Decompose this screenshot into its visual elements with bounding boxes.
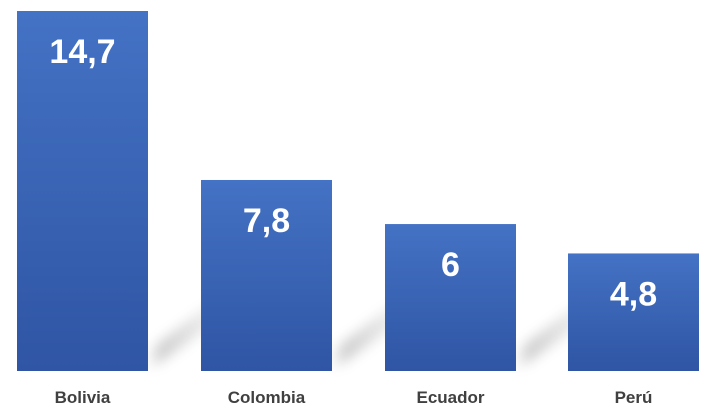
category-label-bolivia: Bolivia (55, 388, 111, 407)
data-label-colombia: 7,8 (243, 202, 290, 240)
bar-perú (568, 253, 699, 371)
category-label-perú: Perú (615, 388, 653, 407)
bar-bolivia (17, 11, 148, 371)
category-label-ecuador: Ecuador (416, 388, 484, 407)
category-labels-group: Bolivia Colombia Ecuador Perú (55, 388, 653, 407)
data-label-bolivia: 14,7 (49, 33, 115, 71)
data-label-perú: 4,8 (610, 275, 657, 313)
bar-ecuador (385, 224, 516, 371)
bar-colombia (201, 179, 332, 371)
data-label-ecuador: 6 (441, 246, 460, 284)
bars-group (17, 11, 699, 371)
category-label-colombia: Colombia (228, 388, 306, 407)
data-labels-group: 14,7 7,8 6 4,8 (49, 33, 657, 313)
